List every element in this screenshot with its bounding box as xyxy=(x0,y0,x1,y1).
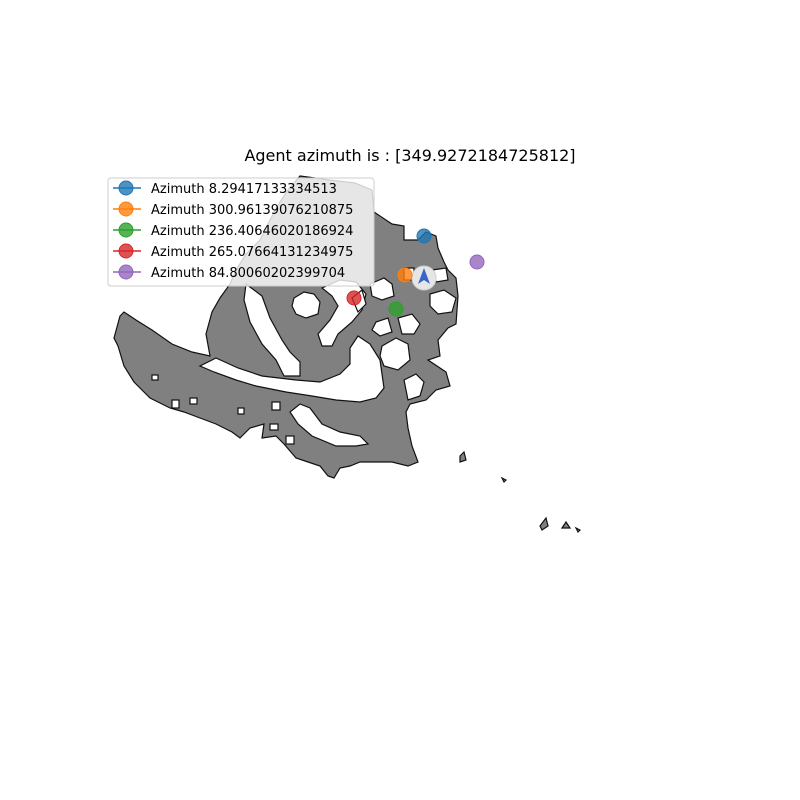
obstacle xyxy=(198,335,385,403)
obstacle xyxy=(379,337,411,371)
legend-label: Azimuth 300.96139076210875 xyxy=(151,203,353,218)
island xyxy=(539,516,549,531)
marker-azimuth-1 xyxy=(416,228,432,244)
obstacle xyxy=(289,403,370,447)
obstacle xyxy=(369,277,395,301)
legend-item: Azimuth 236.40646020186924 xyxy=(113,222,353,239)
legend-marker xyxy=(118,201,134,217)
obstacle xyxy=(397,313,421,335)
legend-item: Azimuth 8.29417133334513 xyxy=(113,180,337,197)
legend-marker xyxy=(118,222,134,238)
legend-label: Azimuth 265.07664131234975 xyxy=(151,245,353,260)
obstacle xyxy=(271,401,281,411)
island xyxy=(500,476,508,484)
agent-arrow-icon xyxy=(418,268,430,284)
obstacle xyxy=(189,397,198,405)
island xyxy=(560,520,572,529)
obstacle xyxy=(151,374,159,381)
marker-azimuth-5 xyxy=(469,254,485,270)
legend-item: Azimuth 300.96139076210875 xyxy=(113,201,353,218)
island xyxy=(459,450,467,463)
obstacle xyxy=(269,423,279,431)
legend-label: Azimuth 84.80060202399704 xyxy=(151,266,345,281)
obstacle xyxy=(171,399,180,409)
legend-marker xyxy=(118,264,134,280)
obstacle xyxy=(237,407,245,415)
marker-azimuth-2 xyxy=(397,267,413,283)
obstacle xyxy=(429,289,457,315)
obstacle xyxy=(285,435,295,445)
obstacle xyxy=(371,317,393,337)
marker-azimuth-3 xyxy=(388,301,404,317)
obstacle xyxy=(243,282,301,377)
agent xyxy=(411,265,437,291)
figure-title: Agent azimuth is : [349.9272184725812] xyxy=(244,146,575,165)
legend-box xyxy=(107,177,375,287)
legend-marker xyxy=(118,180,134,196)
legend: Azimuth 8.29417133334513 Azimuth 300.9613… xyxy=(107,177,375,287)
legend-label: Azimuth 8.29417133334513 xyxy=(151,182,337,197)
azimuth-markers xyxy=(346,228,485,317)
legend-item: Azimuth 265.07664131234975 xyxy=(113,243,353,260)
legend-item: Azimuth 84.80060202399704 xyxy=(113,264,345,281)
legend-label: Azimuth 236.40646020186924 xyxy=(151,224,353,239)
legend-marker xyxy=(118,243,134,259)
marker-azimuth-4 xyxy=(346,290,362,306)
obstacle xyxy=(291,291,321,319)
obstacle xyxy=(403,373,425,401)
island xyxy=(574,526,582,534)
